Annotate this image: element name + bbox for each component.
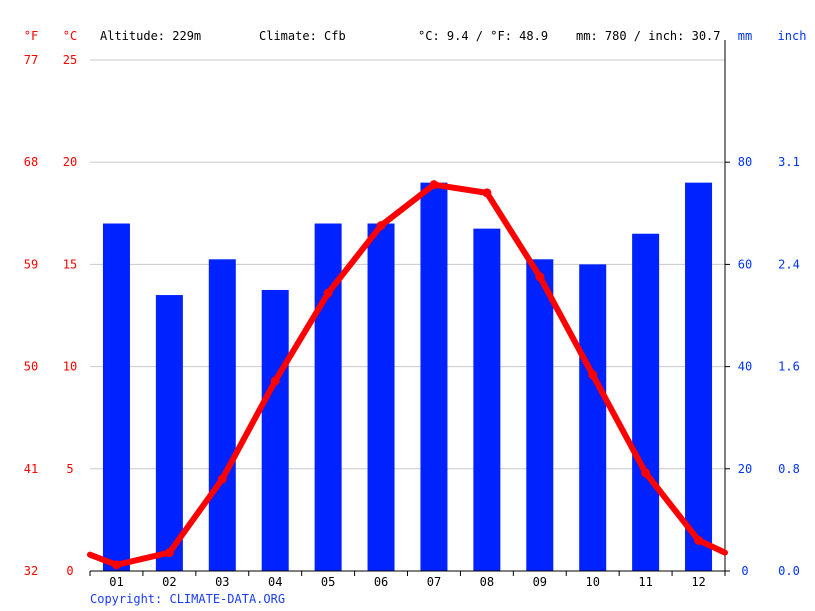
unit-inch-label: inch	[778, 29, 807, 43]
precip-bar-06	[367, 223, 395, 571]
unit-c-label: °C	[63, 29, 77, 43]
c-axis-label-25: 25	[63, 53, 77, 67]
temperature-point-11	[641, 468, 651, 478]
precipitation-bars	[102, 182, 713, 572]
precip-bar-09	[526, 259, 554, 571]
f-axis-label-77: 77	[24, 53, 38, 67]
temperature-point-07	[429, 180, 439, 190]
precipitation-summary-label: mm: 780 / inch: 30.7	[576, 29, 721, 43]
month-label-12: 12	[691, 575, 705, 589]
f-axis-label-59: 59	[24, 257, 38, 271]
precip-bar-07	[420, 182, 448, 571]
grid-layer	[90, 59, 725, 470]
month-label-01: 01	[109, 575, 123, 589]
month-label-05: 05	[321, 575, 335, 589]
temperature-summary-label: °C: 9.4 / °F: 48.9	[418, 29, 548, 43]
axes-layer	[89, 40, 730, 576]
month-label-07: 07	[427, 575, 441, 589]
month-label-06: 06	[374, 575, 388, 589]
temperature-point-05	[323, 288, 333, 298]
month-label-08: 08	[480, 575, 494, 589]
f-axis-label-41: 41	[24, 462, 38, 476]
inch-axis-label-0.0: 0.0	[778, 564, 800, 578]
inch-axis-label-2.4: 2.4	[778, 257, 800, 271]
precip-bar-05	[314, 223, 342, 571]
c-axis-label-10: 10	[63, 360, 77, 374]
f-axis-label-68: 68	[24, 155, 38, 169]
inch-axis-label-1.6: 1.6	[778, 360, 800, 374]
temperature-point-02	[164, 548, 174, 558]
inch-axis-label-3.1: 3.1	[778, 155, 800, 169]
temperature-point-08	[482, 188, 492, 198]
precip-bar-12	[685, 182, 713, 571]
month-label-04: 04	[268, 575, 282, 589]
temperature-point-03	[217, 474, 227, 484]
mm-axis-label-20: 20	[738, 462, 752, 476]
temperature-point-04	[270, 376, 280, 386]
temperature-point-10	[588, 370, 598, 380]
month-label-09: 09	[533, 575, 547, 589]
axis-labels-layer: 32 0 41 5 50 10 59 15 68 20 77 25 0 0.0 20 0.8 40 1.6 60 2.…	[24, 53, 800, 589]
f-axis-label-50: 50	[24, 360, 38, 374]
temperature-point-06	[376, 221, 386, 231]
mm-axis-label-60: 60	[738, 257, 752, 271]
temperature-line	[87, 181, 728, 568]
month-label-11: 11	[638, 575, 652, 589]
c-axis-label-15: 15	[63, 257, 77, 271]
precip-bar-01	[102, 223, 130, 571]
copyright-label: Copyright: CLIMATE-DATA.ORG	[90, 592, 285, 606]
unit-f-label: °F	[24, 29, 38, 43]
precip-bar-08	[473, 228, 501, 571]
month-label-10: 10	[585, 575, 599, 589]
mm-axis-label-40: 40	[738, 360, 752, 374]
temperature-point-12	[694, 535, 704, 545]
mm-axis-label-80: 80	[738, 155, 752, 169]
altitude-label: Altitude: 229m	[100, 29, 201, 43]
month-label-02: 02	[162, 575, 176, 589]
temperature-point-01	[111, 560, 121, 570]
mm-axis-label-0: 0	[741, 564, 748, 578]
c-axis-label-5: 5	[66, 462, 73, 476]
climate-label: Climate: Cfb	[259, 29, 346, 43]
unit-mm-label: mm	[738, 29, 752, 43]
inch-axis-label-0.8: 0.8	[778, 462, 800, 476]
temperature-point-09	[535, 272, 545, 282]
precip-bar-03	[208, 259, 236, 571]
month-label-03: 03	[215, 575, 229, 589]
precip-bar-11	[632, 233, 660, 572]
c-axis-label-0: 0	[66, 564, 73, 578]
precip-bar-04	[261, 289, 289, 571]
f-axis-label-32: 32	[24, 564, 38, 578]
precip-bar-02	[155, 295, 183, 571]
temperature-series	[87, 180, 728, 570]
precip-bar-10	[579, 264, 607, 571]
c-axis-label-20: 20	[63, 155, 77, 169]
